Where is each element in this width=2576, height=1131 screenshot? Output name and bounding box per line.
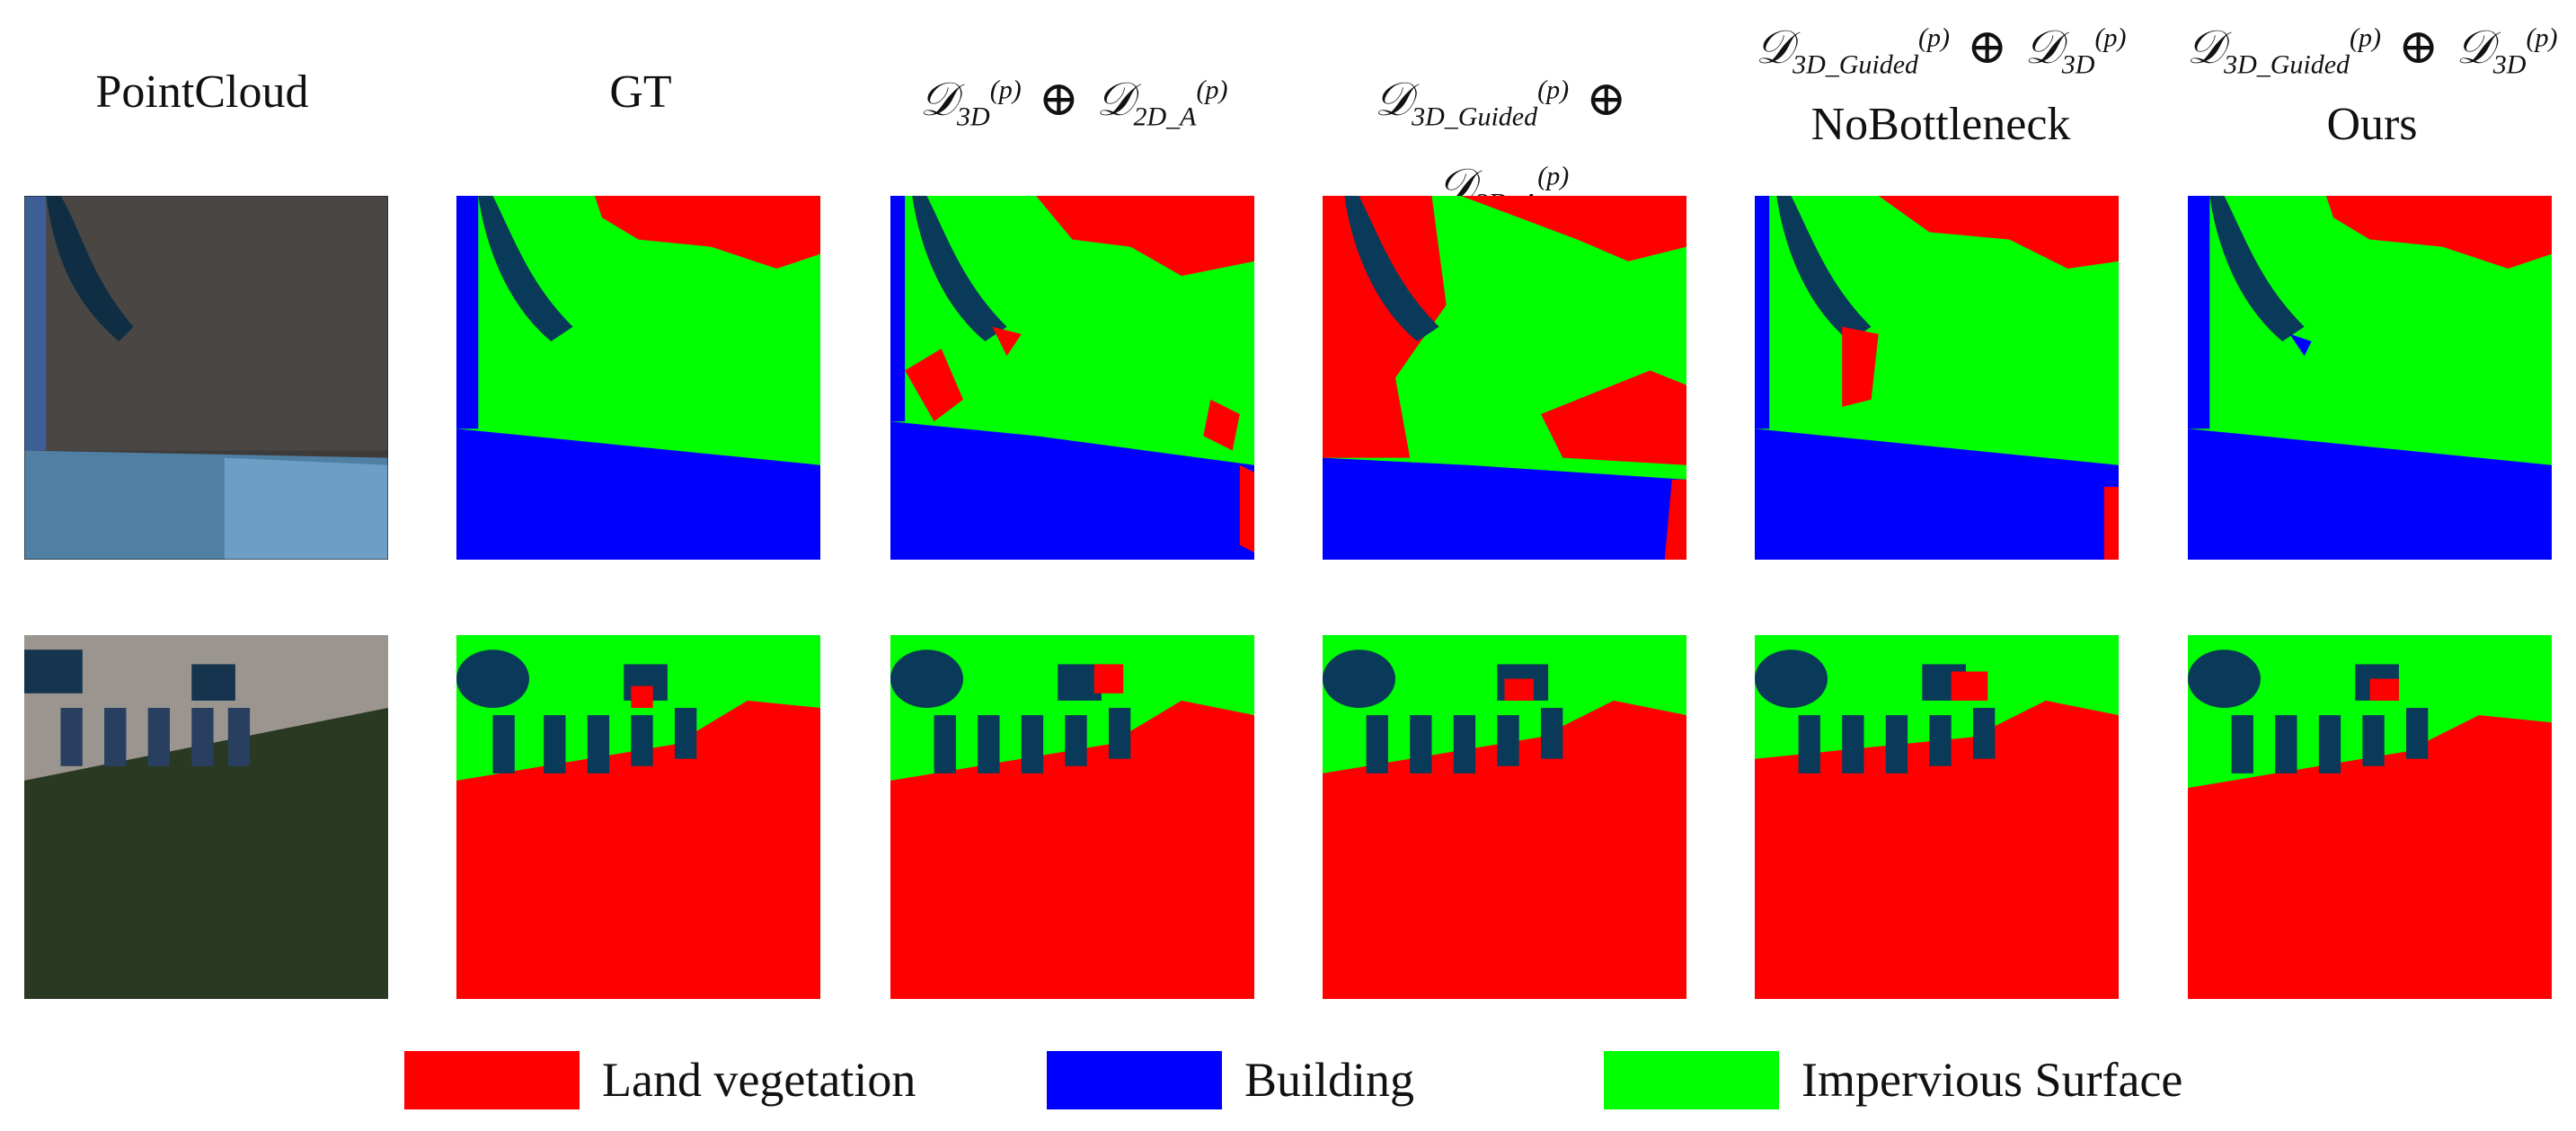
gt-map-row2	[456, 635, 820, 999]
gt-map-row1	[456, 196, 820, 560]
pred-d-row1	[2188, 196, 2552, 560]
legend-label-impervious-surface: Impervious Surface	[1801, 1053, 2183, 1107]
legend-label-land-vegetation: Land vegetation	[602, 1053, 916, 1107]
column-title-pointcloud: PointCloud	[95, 66, 309, 118]
column-title-d: 𝒟3D_Guided(p) ⊕ 𝒟3D(p) Ours	[2183, 9, 2561, 155]
pred-b-row1	[1323, 196, 1686, 560]
column-title-a: 𝒟3D(p) ⊕ 𝒟2D_A(p)	[919, 72, 1228, 132]
pred-a-row1	[890, 196, 1254, 560]
legend-item-land-vegetation: Land vegetation	[404, 1051, 1033, 1109]
column-subtitle-c: NoBottleneck	[1810, 98, 2071, 150]
legend-swatch-impervious-surface	[1604, 1051, 1779, 1109]
column-title-gt: GT	[609, 66, 672, 118]
column-title-c: 𝒟3D_Guided(p) ⊕ 𝒟3D(p) NoBottleneck	[1752, 9, 2129, 155]
pred-d-row2	[2188, 635, 2552, 999]
pointcloud-image-row2	[24, 635, 388, 999]
legend-swatch-building	[1047, 1051, 1222, 1109]
pred-c-row1	[1755, 196, 2119, 560]
pointcloud-image-row1	[24, 196, 388, 560]
legend-item-impervious-surface: Impervious Surface	[1604, 1051, 2412, 1109]
legend-swatch-land-vegetation	[404, 1051, 580, 1109]
pred-b-row2	[1323, 635, 1686, 999]
legend-label-building: Building	[1244, 1053, 1415, 1107]
column-subtitle-d: Ours	[2326, 98, 2418, 150]
pred-c-row2	[1755, 635, 2119, 999]
legend-item-building: Building	[1047, 1051, 1586, 1109]
pred-a-row2	[890, 635, 1254, 999]
